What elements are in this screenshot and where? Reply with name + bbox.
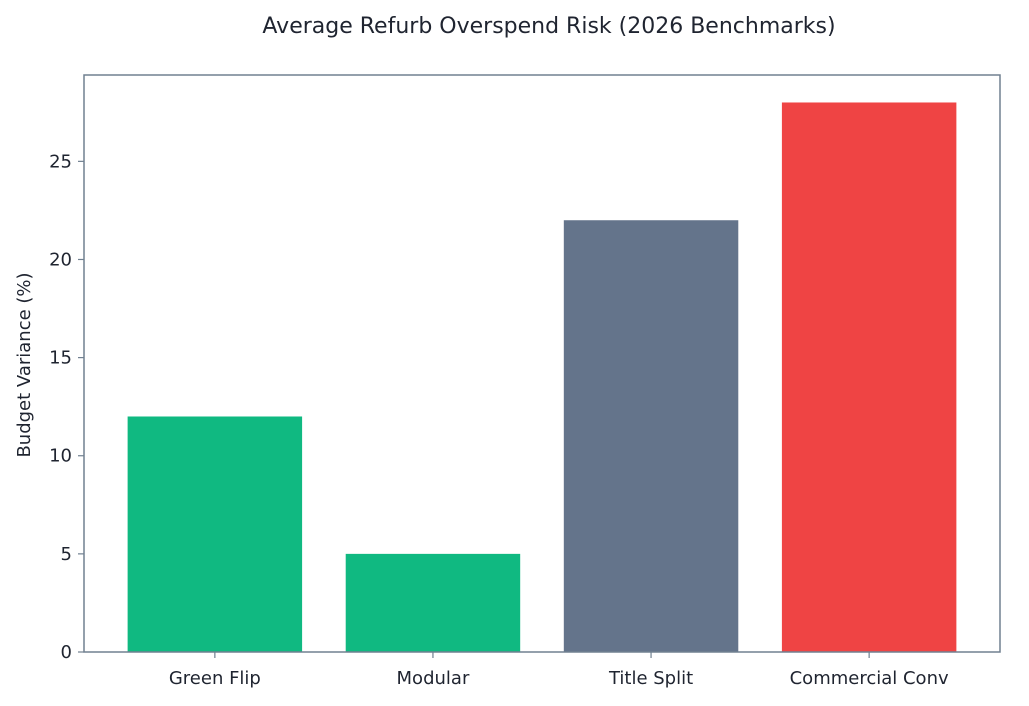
x-axis: Green Flip Modular Title Split Commercial C… [169,652,949,689]
bar-modular [345,553,521,652]
x-tick-label: Commercial Conv [790,668,949,689]
bar-title-split [563,220,739,653]
y-tick-label: 0 [61,642,72,663]
bar-commercial-conv [781,102,957,653]
chart-title: Average Refurb Overspend Risk (2026 Benc… [262,14,835,39]
bar-green-flip [127,416,303,652]
bars-layer [127,102,957,653]
y-tick-label: 20 [49,249,72,270]
x-tick-label: Modular [397,668,470,689]
y-axis-label: Budget Variance (%) [14,272,35,457]
y-tick-label: 10 [49,446,72,467]
plot-frame [83,74,1001,653]
x-tick-label: Title Split [608,668,693,689]
y-axis: 0 5 10 15 20 25 [49,151,84,663]
y-tick-label: 25 [49,151,72,172]
y-tick-label: 15 [49,348,72,369]
x-tick-label: Green Flip [169,668,261,689]
y-tick-label: 5 [61,544,72,565]
